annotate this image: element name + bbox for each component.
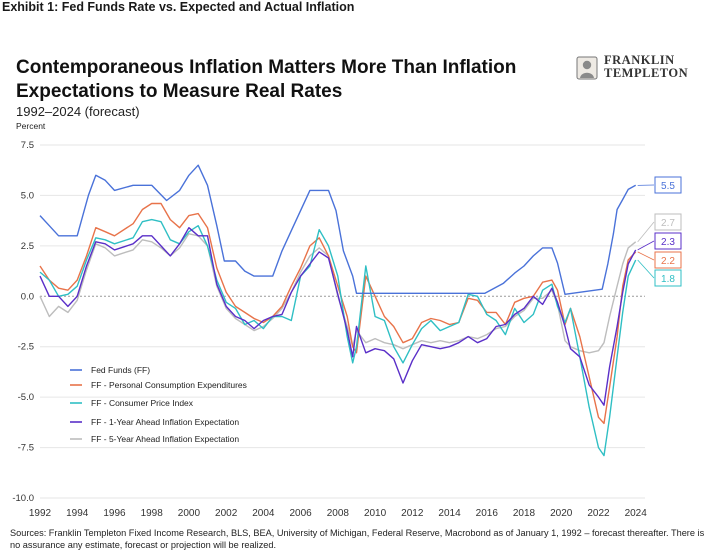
end-value-box	[654, 269, 682, 287]
x-tick-label: 2012	[401, 508, 424, 519]
x-tick-label: 2008	[327, 508, 350, 519]
x-tick-label: 2000	[178, 508, 201, 519]
series-line	[39, 218, 637, 457]
logo-line-2: TEMPLETON	[604, 66, 689, 80]
x-tick-label: 2018	[513, 508, 536, 519]
x-tick-label: 2010	[364, 508, 387, 519]
end-value-label: 2.7	[661, 218, 675, 229]
end-value-label: 2.3	[661, 237, 675, 248]
chart-title: Contemporaneous Inflation Matters More T…	[16, 57, 517, 102]
y-axis-unit-label: Percent	[16, 121, 46, 131]
line-chart: 7.5 5.0 2.5 0.0 -2.5 -5.0 -7.5 -10.0 1992 1994 199…	[12, 140, 682, 519]
y-tick-label: -10.0	[12, 493, 34, 504]
y-tick-label: -5.0	[18, 392, 34, 403]
end-value-box	[654, 176, 682, 194]
sources-footnote: Sources: Franklin Templeton Fixed Income…	[10, 528, 705, 550]
exhibit-heading: Exhibit 1: Fed Funds Rate vs. Expected a…	[2, 0, 355, 14]
callout-connector	[637, 221, 655, 243]
end-value-label: 2.2	[661, 256, 675, 267]
x-tick-label: 1994	[66, 508, 89, 519]
monogram-icon	[576, 56, 598, 80]
y-tick-label: 2.5	[21, 241, 34, 252]
chart-subtitle: 1992–2024 (forecast)	[16, 104, 140, 119]
end-value-box	[654, 213, 682, 231]
y-tick-label: -2.5	[18, 342, 34, 353]
x-tick-label: 2020	[550, 508, 573, 519]
legend-label: FF - Consumer Price Index	[91, 398, 194, 408]
y-tick-label: 0.0	[21, 291, 34, 302]
x-tick-label: 2002	[215, 508, 238, 519]
y-tick-label: 7.5	[21, 140, 34, 151]
legend-label: FF - 1-Year Ahead Inflation Expectation	[91, 417, 239, 427]
x-tick-label: 2014	[438, 508, 461, 519]
x-tick-label: 1998	[141, 508, 164, 519]
end-value-box	[654, 232, 682, 250]
legend-label: Fed Funds (FF)	[91, 365, 150, 375]
y-tick-label: 5.0	[21, 190, 34, 201]
end-value-box	[654, 251, 682, 269]
legend-label: FF - Personal Consumption Expenditures	[91, 380, 247, 390]
legend-label: FF - 5-Year Ahead Inflation Expectation	[91, 434, 239, 444]
callout-connector	[637, 259, 655, 279]
callout-connector	[637, 251, 655, 261]
series-line	[39, 227, 637, 406]
logo-line-1: FRANKLIN	[604, 53, 675, 67]
series-line	[39, 202, 637, 425]
callout-connector	[637, 240, 655, 251]
end-value-label: 5.5	[661, 181, 675, 192]
franklin-templeton-logo: FRANKLIN TEMPLETON	[576, 54, 694, 84]
y-tick-label: -7.5	[18, 443, 34, 454]
x-tick-label: 2006	[289, 508, 312, 519]
x-tick-label: 1992	[29, 508, 52, 519]
x-tick-label: 2016	[476, 508, 499, 519]
series-line	[39, 164, 637, 295]
x-tick-label: 2022	[587, 508, 610, 519]
x-tick-label: 1996	[103, 508, 126, 519]
x-tick-label: 2004	[252, 508, 275, 519]
end-value-label: 1.8	[661, 274, 675, 285]
logo-wordmark: FRANKLIN TEMPLETON	[604, 54, 688, 80]
x-tick-label: 2024	[625, 508, 648, 519]
